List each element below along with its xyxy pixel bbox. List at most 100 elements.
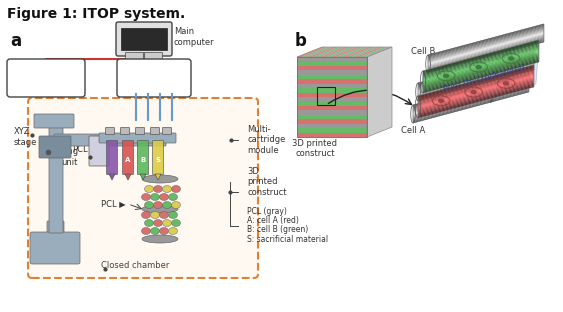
Polygon shape <box>413 82 529 114</box>
Ellipse shape <box>163 186 172 193</box>
Polygon shape <box>155 174 161 180</box>
Polygon shape <box>423 61 539 93</box>
Polygon shape <box>413 77 529 109</box>
Text: PCL: PCL <box>73 145 104 159</box>
Polygon shape <box>297 106 367 110</box>
Ellipse shape <box>145 186 154 193</box>
Polygon shape <box>428 27 544 60</box>
FancyBboxPatch shape <box>116 22 172 56</box>
Polygon shape <box>418 56 534 87</box>
Polygon shape <box>418 64 534 95</box>
Polygon shape <box>423 41 539 73</box>
Ellipse shape <box>159 193 168 201</box>
Polygon shape <box>418 67 534 99</box>
Polygon shape <box>428 36 544 68</box>
Ellipse shape <box>159 227 168 235</box>
Polygon shape <box>418 80 534 113</box>
Polygon shape <box>423 50 539 82</box>
Ellipse shape <box>443 74 449 78</box>
Polygon shape <box>428 33 544 65</box>
Polygon shape <box>297 47 326 57</box>
Polygon shape <box>297 101 367 106</box>
FancyBboxPatch shape <box>136 128 145 134</box>
Ellipse shape <box>503 81 510 85</box>
FancyBboxPatch shape <box>105 128 114 134</box>
Polygon shape <box>423 56 539 89</box>
Ellipse shape <box>142 235 178 243</box>
Polygon shape <box>343 47 373 57</box>
Text: 3D printed
construct: 3D printed construct <box>293 139 337 158</box>
Polygon shape <box>413 86 529 119</box>
Polygon shape <box>297 88 367 93</box>
Polygon shape <box>418 52 534 84</box>
Polygon shape <box>428 28 544 61</box>
Text: S: S <box>155 157 160 163</box>
Polygon shape <box>413 91 529 123</box>
Ellipse shape <box>172 220 181 227</box>
Polygon shape <box>428 37 544 69</box>
Polygon shape <box>312 47 341 57</box>
Text: Multi-
cartridge
module: Multi- cartridge module <box>247 125 285 155</box>
Ellipse shape <box>154 220 163 227</box>
Ellipse shape <box>470 90 477 94</box>
Ellipse shape <box>163 202 172 208</box>
Ellipse shape <box>150 227 159 235</box>
Text: PCL ▶: PCL ▶ <box>101 199 126 208</box>
Polygon shape <box>428 38 544 70</box>
FancyBboxPatch shape <box>137 140 149 174</box>
Polygon shape <box>428 37 544 69</box>
FancyBboxPatch shape <box>89 136 109 166</box>
Polygon shape <box>423 43 539 76</box>
Text: Pressure
controller: Pressure controller <box>134 68 174 88</box>
Polygon shape <box>423 57 539 90</box>
Ellipse shape <box>168 227 177 235</box>
Polygon shape <box>418 68 534 100</box>
Text: XYZ
stage: XYZ stage <box>14 127 37 147</box>
Polygon shape <box>324 47 353 57</box>
Ellipse shape <box>168 212 177 218</box>
Polygon shape <box>428 26 544 58</box>
FancyBboxPatch shape <box>163 128 172 134</box>
Polygon shape <box>347 47 377 57</box>
FancyBboxPatch shape <box>153 140 163 174</box>
Polygon shape <box>423 54 539 86</box>
Polygon shape <box>109 174 115 180</box>
Polygon shape <box>428 41 544 73</box>
FancyBboxPatch shape <box>99 133 176 143</box>
Polygon shape <box>423 59 539 91</box>
Polygon shape <box>413 78 529 110</box>
Polygon shape <box>332 47 361 57</box>
Polygon shape <box>297 70 367 75</box>
Polygon shape <box>418 75 534 107</box>
Polygon shape <box>297 79 367 84</box>
Ellipse shape <box>141 193 150 201</box>
Polygon shape <box>423 60 539 92</box>
Polygon shape <box>297 97 367 101</box>
FancyBboxPatch shape <box>34 114 74 128</box>
Polygon shape <box>423 44 539 76</box>
Polygon shape <box>413 87 529 119</box>
Polygon shape <box>428 24 544 56</box>
Polygon shape <box>413 83 529 115</box>
Polygon shape <box>423 53 539 85</box>
Polygon shape <box>413 76 529 108</box>
Polygon shape <box>297 128 367 133</box>
FancyBboxPatch shape <box>117 59 191 97</box>
Polygon shape <box>420 43 539 115</box>
Polygon shape <box>413 89 529 121</box>
Ellipse shape <box>168 193 177 201</box>
Text: Closed chamber: Closed chamber <box>101 261 169 270</box>
Polygon shape <box>413 80 529 112</box>
Polygon shape <box>413 79 529 111</box>
Polygon shape <box>418 73 534 105</box>
Polygon shape <box>418 71 534 104</box>
Polygon shape <box>351 47 381 57</box>
Polygon shape <box>418 61 534 93</box>
Text: PCL: PCL <box>490 76 518 102</box>
Polygon shape <box>297 66 367 70</box>
Polygon shape <box>418 60 534 92</box>
Polygon shape <box>418 68 534 100</box>
Polygon shape <box>297 84 367 88</box>
Polygon shape <box>297 119 367 124</box>
Polygon shape <box>297 124 367 128</box>
